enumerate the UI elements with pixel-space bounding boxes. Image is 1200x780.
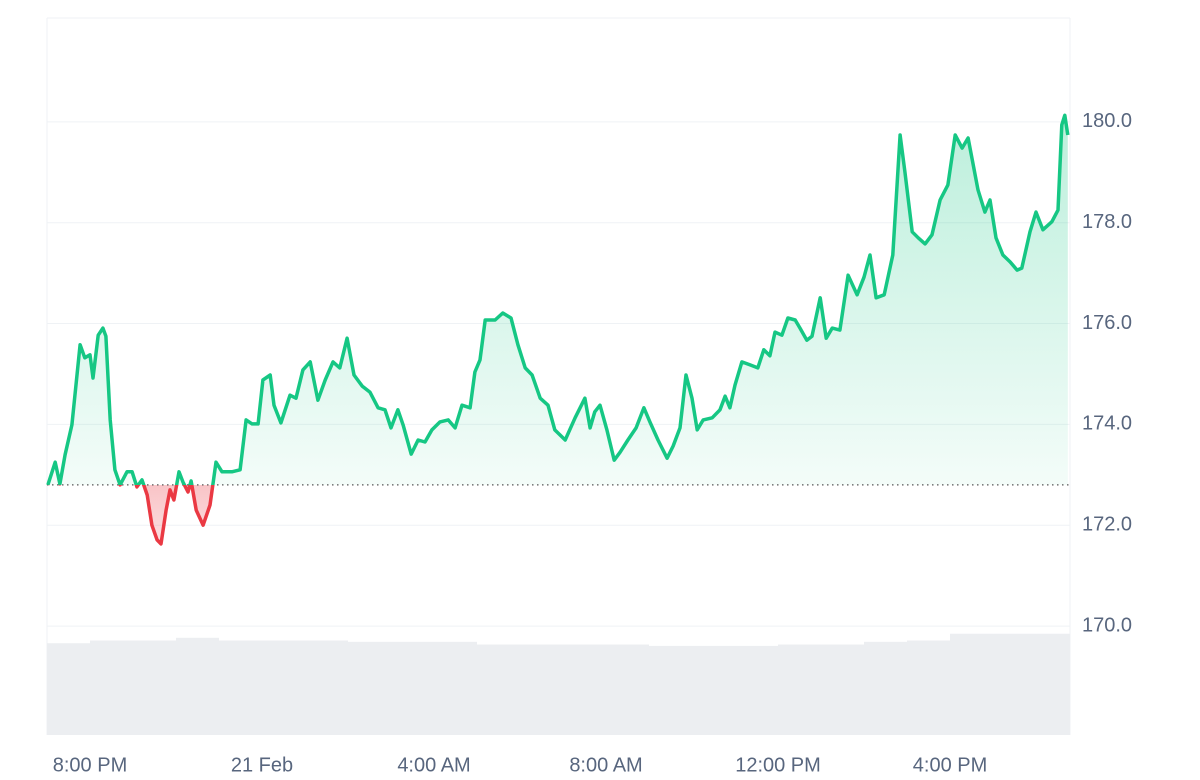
y-tick-label: 174.0 xyxy=(1082,413,1132,435)
volume-bar xyxy=(563,644,607,735)
x-tick-label: 21 Feb xyxy=(231,754,293,776)
volume-bar xyxy=(864,641,908,735)
volume-bar xyxy=(176,637,220,735)
x-tick-label: 8:00 AM xyxy=(569,754,642,776)
x-tick-label: 12:00 PM xyxy=(735,754,821,776)
y-tick-label: 176.0 xyxy=(1082,312,1132,334)
y-tick-label: 172.0 xyxy=(1082,514,1132,536)
volume-bar xyxy=(305,640,349,735)
x-tick-label: 8:00 PM xyxy=(53,754,127,776)
x-tick-label: 4:00 PM xyxy=(913,754,987,776)
volume-bar xyxy=(993,633,1037,735)
volume-bar xyxy=(907,640,951,735)
volume-bar xyxy=(348,641,392,735)
volume-bar xyxy=(606,644,650,735)
volume-bar xyxy=(477,644,521,735)
volume-bar xyxy=(47,643,91,735)
volume-bar xyxy=(692,645,736,735)
x-tick-label: 4:00 AM xyxy=(397,754,470,776)
volume-bar xyxy=(1036,633,1070,735)
volume-bar xyxy=(649,645,693,735)
volume-bar xyxy=(391,641,435,735)
volume-bar xyxy=(434,641,478,735)
volume-bar xyxy=(262,640,306,735)
y-tick-label: 180.0 xyxy=(1082,110,1132,132)
y-tick-label: 178.0 xyxy=(1082,211,1132,233)
volume-bar xyxy=(219,640,263,735)
y-tick-label: 170.0 xyxy=(1082,614,1132,636)
volume-bar xyxy=(133,640,177,735)
volume-bar xyxy=(520,644,564,735)
volume-bar xyxy=(778,644,822,735)
volume-bar xyxy=(90,640,134,735)
volume-bar xyxy=(735,645,779,735)
price-line xyxy=(46,113,1070,546)
price-area xyxy=(47,115,1068,544)
volume-bar xyxy=(821,644,865,735)
volume-bar xyxy=(950,633,994,735)
